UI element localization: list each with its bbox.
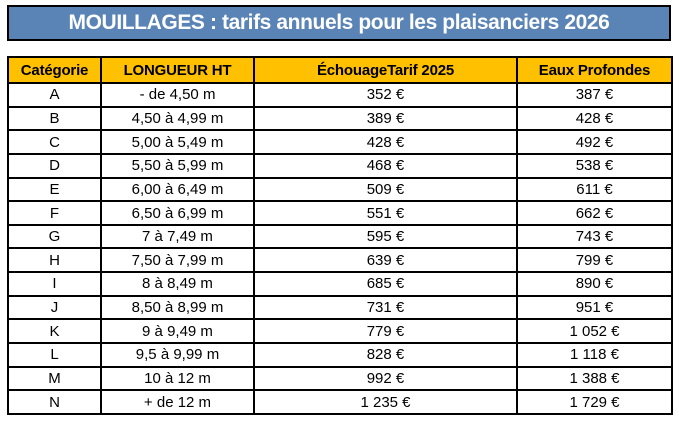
cell-eaux-profondes: 1 729 € bbox=[516, 389, 673, 415]
cell-categorie: H bbox=[7, 247, 102, 274]
cell-eaux-profondes: 1 118 € bbox=[516, 342, 673, 368]
cell-categorie: D bbox=[7, 152, 102, 179]
cell-longueur-ht: 8,50 à 8,99 m bbox=[100, 294, 255, 321]
table-row: L 9,5 à 9,99 m 828 €1 118 € bbox=[7, 342, 673, 368]
cell-longueur-ht: 6,00 à 6,49 m bbox=[100, 176, 255, 203]
table-row: C 5,00 à 5,49 m 428 €492 € bbox=[7, 129, 673, 155]
cell-echouage-tarif-2025: 992 € bbox=[253, 365, 518, 392]
cell-longueur-ht: 7 à 7,49 m bbox=[100, 223, 255, 250]
cell-categorie: A bbox=[7, 82, 102, 108]
cell-eaux-profondes: 387 € bbox=[516, 82, 673, 108]
cell-eaux-profondes: 951 € bbox=[516, 294, 673, 321]
cell-longueur-ht: 5,00 à 5,49 m bbox=[100, 129, 255, 155]
col-header-eaux-profondes: Eaux Profondes bbox=[516, 56, 673, 84]
cell-echouage-tarif-2025: 551 € bbox=[253, 200, 518, 226]
table-row: F 6,50 à 6,99 m 551 €662 € bbox=[7, 200, 673, 226]
cell-eaux-profondes: 492 € bbox=[516, 129, 673, 155]
cell-categorie: J bbox=[7, 294, 102, 321]
cell-eaux-profondes: 662 € bbox=[516, 200, 673, 226]
cell-longueur-ht: - de 4,50 m bbox=[100, 82, 255, 108]
cell-echouage-tarif-2025: 389 € bbox=[253, 105, 518, 132]
col-header-categorie: Catégorie bbox=[7, 56, 102, 84]
table-row: J 8,50 à 8,99 m 731 €951 € bbox=[7, 294, 673, 321]
cell-eaux-profondes: 1 388 € bbox=[516, 365, 673, 392]
cell-longueur-ht: 9 à 9,49 m bbox=[100, 318, 255, 345]
cell-categorie: M bbox=[7, 365, 102, 392]
cell-categorie: E bbox=[7, 176, 102, 203]
cell-categorie: K bbox=[7, 318, 102, 345]
cell-echouage-tarif-2025: 509 € bbox=[253, 176, 518, 203]
cell-categorie: I bbox=[7, 271, 102, 297]
cell-longueur-ht: 4,50 à 4,99 m bbox=[100, 105, 255, 132]
cell-echouage-tarif-2025: 779 € bbox=[253, 318, 518, 345]
table-body: A- de 4,50 m 352 €387 € B 4,50 à 4,99 m 389 … bbox=[7, 82, 673, 415]
cell-eaux-profondes: 890 € bbox=[516, 271, 673, 297]
col-header-echouage-tarif-2025: ÉchouageTarif 2025 bbox=[253, 56, 518, 84]
cell-categorie: F bbox=[7, 200, 102, 226]
table-row: A- de 4,50 m 352 €387 € bbox=[7, 82, 673, 108]
cell-echouage-tarif-2025: 468 € bbox=[253, 152, 518, 179]
cell-eaux-profondes: 538 € bbox=[516, 152, 673, 179]
cell-categorie: B bbox=[7, 105, 102, 132]
table-row: M 10 à 12 m 992 €1 388 € bbox=[7, 365, 673, 392]
cell-echouage-tarif-2025: 352 € bbox=[253, 82, 518, 108]
table-row: E 6,00 à 6,49 m 509 €611 € bbox=[7, 176, 673, 203]
cell-eaux-profondes: 799 € bbox=[516, 247, 673, 274]
cell-echouage-tarif-2025: 639 € bbox=[253, 247, 518, 274]
cell-eaux-profondes: 743 € bbox=[516, 223, 673, 250]
cell-longueur-ht: 5,50 à 5,99 m bbox=[100, 152, 255, 179]
cell-echouage-tarif-2025: 685 € bbox=[253, 271, 518, 297]
tariff-table: Catégorie LONGUEUR HT ÉchouageTarif 2025… bbox=[7, 56, 673, 415]
cell-categorie: G bbox=[7, 223, 102, 250]
table-row: D 5,50 à 5,99 m 468 €538 € bbox=[7, 152, 673, 179]
cell-longueur-ht: 9,5 à 9,99 m bbox=[100, 342, 255, 368]
cell-echouage-tarif-2025: 1 235 € bbox=[253, 389, 518, 415]
cell-eaux-profondes: 428 € bbox=[516, 105, 673, 132]
header-row: Catégorie LONGUEUR HT ÉchouageTarif 2025… bbox=[7, 56, 673, 84]
cell-longueur-ht: 8 à 8,49 m bbox=[100, 271, 255, 297]
cell-longueur-ht: 10 à 12 m bbox=[100, 365, 255, 392]
cell-longueur-ht: + de 12 m bbox=[100, 389, 255, 415]
cell-categorie: N bbox=[7, 389, 102, 415]
cell-categorie: L bbox=[7, 342, 102, 368]
cell-echouage-tarif-2025: 828 € bbox=[253, 342, 518, 368]
page-title: MOUILLAGES : tarifs annuels pour les pla… bbox=[7, 5, 671, 41]
cell-longueur-ht: 7,50 à 7,99 m bbox=[100, 247, 255, 274]
cell-longueur-ht: 6,50 à 6,99 m bbox=[100, 200, 255, 226]
cell-eaux-profondes: 1 052 € bbox=[516, 318, 673, 345]
cell-echouage-tarif-2025: 595 € bbox=[253, 223, 518, 250]
cell-eaux-profondes: 611 € bbox=[516, 176, 673, 203]
table-row: H 7,50 à 7,99 m 639 €799 € bbox=[7, 247, 673, 274]
cell-categorie: C bbox=[7, 129, 102, 155]
cell-echouage-tarif-2025: 731 € bbox=[253, 294, 518, 321]
col-header-longueur-ht: LONGUEUR HT bbox=[100, 56, 255, 84]
cell-echouage-tarif-2025: 428 € bbox=[253, 129, 518, 155]
table-row: B 4,50 à 4,99 m 389 €428 € bbox=[7, 105, 673, 132]
